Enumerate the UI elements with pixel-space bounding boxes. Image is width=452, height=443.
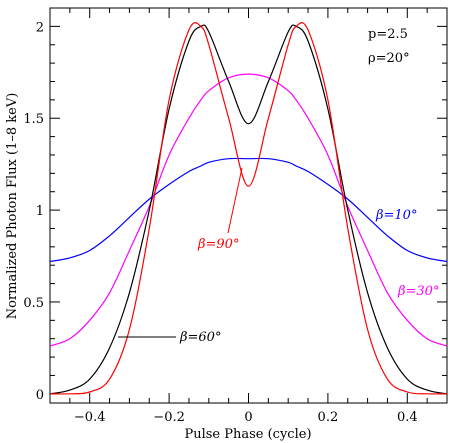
annotation-beta-30: β=30° [397, 284, 439, 299]
annotations: p=2.5 ρ=20° β=10° β=30° β=60° β=90° [118, 27, 439, 345]
axis-ticks [49, 8, 448, 403]
series-lines [49, 22, 448, 395]
param-rho-label: ρ=20° [368, 51, 410, 66]
x-tick-label: 0.2 [318, 410, 339, 425]
y-tick-label: 1 [36, 204, 44, 219]
x-tick-label: 0 [244, 410, 252, 425]
y-tick-label: 0.5 [23, 296, 44, 311]
x-tick-label: 0.4 [397, 410, 418, 425]
x-axis-label: Pulse Phase (cycle) [184, 427, 311, 442]
x-tick-label: −0.2 [153, 410, 185, 425]
series-line-beta-30 [49, 73, 448, 347]
series-line-beta-60 [49, 24, 448, 395]
y-axis-label: Normalized Photon Flux (1–8 keV) [5, 93, 20, 320]
annotation-leader-beta-90 [227, 167, 243, 234]
plot-frame [49, 7, 448, 404]
annotation-beta-10: β=10° [375, 208, 417, 223]
x-tick-label: −0.4 [74, 410, 106, 425]
annotation-beta-90: β=90° [197, 237, 239, 252]
series-line-beta-10 [49, 157, 448, 263]
annotation-beta-60: β=60° [179, 330, 221, 345]
series-line-beta-90 [49, 22, 448, 395]
y-tick-label: 1.5 [23, 112, 44, 127]
y-tick-label: 0 [36, 388, 44, 403]
y-tick-label: 2 [36, 20, 44, 35]
axis-tick-labels: −0.4 −0.2 0 0.2 0.4 0 0.5 1 1.5 2 [23, 20, 417, 425]
param-p-label: p=2.5 [368, 27, 408, 42]
